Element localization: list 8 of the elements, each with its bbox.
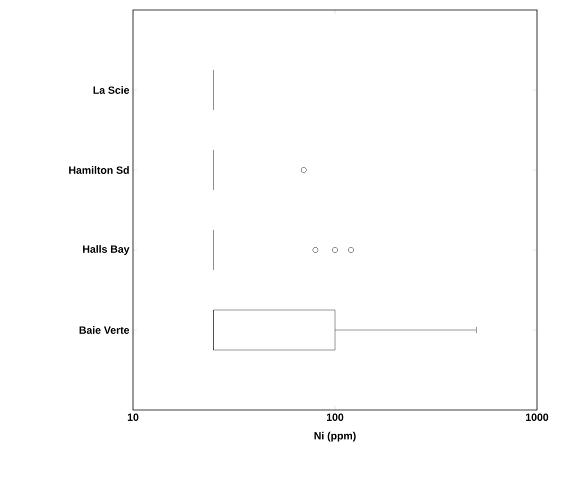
x-tick-label: 1000 <box>526 414 548 421</box>
y-tick-label: Baie Verte <box>80 326 130 334</box>
y-tick-label: La Scie <box>94 86 130 94</box>
x-tick-label: 10 <box>128 414 138 421</box>
x-tick-label: 100 <box>326 414 344 421</box>
x-axis-title: Ni (ppm) <box>314 432 356 442</box>
y-tick-label: Hamilton Sd <box>69 166 129 174</box>
y-tick-label: Halls Bay <box>83 245 130 255</box>
